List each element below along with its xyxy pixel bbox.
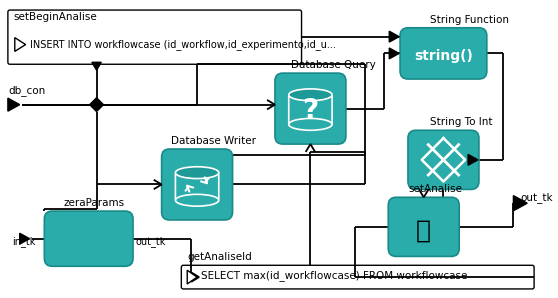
Text: setBeginAnalise: setBeginAnalise bbox=[14, 12, 98, 22]
FancyBboxPatch shape bbox=[175, 173, 219, 200]
Polygon shape bbox=[513, 195, 527, 211]
Text: Database Writer: Database Writer bbox=[171, 136, 257, 146]
FancyBboxPatch shape bbox=[162, 149, 233, 220]
FancyBboxPatch shape bbox=[8, 10, 301, 64]
Polygon shape bbox=[389, 48, 399, 59]
Text: String To Int: String To Int bbox=[430, 117, 492, 128]
Polygon shape bbox=[15, 38, 26, 52]
FancyBboxPatch shape bbox=[181, 265, 534, 289]
Polygon shape bbox=[389, 31, 399, 42]
Ellipse shape bbox=[288, 89, 332, 101]
Text: SELECT max(id_workflowcase) FROM workflowcase: SELECT max(id_workflowcase) FROM workflo… bbox=[201, 270, 468, 281]
Text: in_tk: in_tk bbox=[12, 236, 35, 247]
Text: out_tk: out_tk bbox=[520, 192, 553, 203]
Ellipse shape bbox=[175, 194, 219, 206]
FancyBboxPatch shape bbox=[288, 95, 332, 124]
Text: zeraParams: zeraParams bbox=[63, 198, 124, 208]
Ellipse shape bbox=[288, 118, 332, 130]
Text: 🔧: 🔧 bbox=[416, 219, 431, 243]
Text: db_con: db_con bbox=[8, 85, 45, 96]
FancyBboxPatch shape bbox=[275, 73, 346, 144]
Polygon shape bbox=[187, 270, 197, 284]
Text: INSERT INTO workflowcase (id_workflow,id_experimento,id_u...: INSERT INTO workflowcase (id_workflow,id… bbox=[30, 39, 335, 49]
FancyBboxPatch shape bbox=[44, 211, 133, 266]
Polygon shape bbox=[468, 154, 478, 165]
Polygon shape bbox=[20, 233, 30, 244]
Text: ?: ? bbox=[302, 97, 319, 125]
FancyBboxPatch shape bbox=[388, 197, 459, 256]
Polygon shape bbox=[90, 98, 103, 111]
Text: String Function: String Function bbox=[430, 15, 509, 25]
Polygon shape bbox=[92, 62, 102, 70]
Text: Database Query: Database Query bbox=[291, 60, 376, 70]
Text: string(): string() bbox=[414, 49, 473, 63]
Ellipse shape bbox=[175, 167, 219, 179]
FancyBboxPatch shape bbox=[400, 28, 487, 79]
FancyBboxPatch shape bbox=[408, 130, 479, 190]
Polygon shape bbox=[8, 98, 20, 111]
Text: setAnalise: setAnalise bbox=[408, 184, 462, 195]
Text: getAnaliseId: getAnaliseId bbox=[187, 252, 252, 263]
Text: out_tk: out_tk bbox=[136, 236, 166, 247]
